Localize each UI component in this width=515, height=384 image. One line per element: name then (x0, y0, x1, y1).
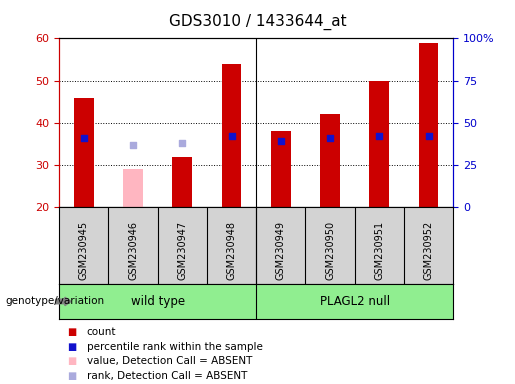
Bar (222, 64, 242, 207)
Text: genotype/variation: genotype/variation (5, 296, 104, 306)
Text: count: count (87, 327, 116, 337)
Text: GDS3010 / 1433644_at: GDS3010 / 1433644_at (169, 13, 346, 30)
Bar (320, 114, 340, 207)
Text: GSM230949: GSM230949 (276, 221, 286, 280)
Text: GSM230950: GSM230950 (325, 221, 335, 280)
Bar (74, 98, 94, 207)
Point (228, 132, 236, 139)
Point (277, 137, 285, 144)
Text: ■: ■ (67, 327, 76, 337)
Point (375, 132, 384, 139)
Bar (369, 81, 389, 207)
Text: percentile rank within the sample: percentile rank within the sample (87, 342, 263, 352)
Bar (123, 169, 143, 207)
Point (326, 135, 334, 141)
Point (178, 140, 186, 146)
Bar (271, 131, 290, 207)
Point (80, 135, 88, 141)
Text: ■: ■ (67, 356, 76, 366)
Text: GSM230947: GSM230947 (177, 221, 187, 280)
Text: GSM230952: GSM230952 (423, 221, 434, 280)
Text: GSM230946: GSM230946 (128, 221, 138, 280)
Point (424, 132, 433, 139)
Text: GSM230948: GSM230948 (227, 221, 236, 280)
Bar (173, 157, 192, 207)
Text: ■: ■ (67, 342, 76, 352)
Point (129, 142, 137, 148)
Bar (419, 43, 438, 207)
Text: GSM230951: GSM230951 (374, 221, 384, 280)
Text: ■: ■ (67, 371, 76, 381)
Text: value, Detection Call = ABSENT: value, Detection Call = ABSENT (87, 356, 252, 366)
Text: GSM230945: GSM230945 (79, 221, 89, 280)
Text: wild type: wild type (131, 295, 185, 308)
Text: PLAGL2 null: PLAGL2 null (320, 295, 390, 308)
Text: rank, Detection Call = ABSENT: rank, Detection Call = ABSENT (87, 371, 247, 381)
